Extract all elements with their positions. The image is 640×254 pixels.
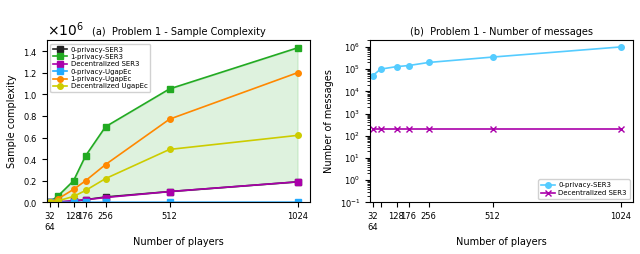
0-privacy-SER3 xyxy=(617,45,625,49)
1-privacy-SER3 xyxy=(166,87,173,90)
Decentralized SER3 xyxy=(45,201,53,204)
Line: 1-privacy-SER3: 1-privacy-SER3 xyxy=(47,45,300,205)
X-axis label: Number of players: Number of players xyxy=(133,237,224,247)
0-privacy-SER3 xyxy=(54,201,61,204)
Decentralized SER3 xyxy=(425,128,433,131)
Line: Decentralized SER3: Decentralized SER3 xyxy=(369,126,624,133)
0-privacy-SER3 xyxy=(489,56,497,59)
Decentralized UgapEc xyxy=(70,195,77,198)
1-privacy-UgapEc xyxy=(45,200,53,203)
0-privacy-SER3 xyxy=(425,61,433,64)
0-privacy-UgapEc xyxy=(54,201,61,204)
1-privacy-UgapEc xyxy=(294,71,301,74)
Decentralized SER3 xyxy=(102,196,109,199)
Decentralized SER3 xyxy=(617,128,625,131)
0-privacy-SER3 xyxy=(369,74,376,77)
Decentralized UgapEc xyxy=(166,148,173,151)
Decentralized SER3 xyxy=(393,128,401,131)
Decentralized SER3 xyxy=(70,199,77,202)
Line: 0-privacy-SER3: 0-privacy-SER3 xyxy=(370,44,623,79)
X-axis label: Number of players: Number of players xyxy=(456,237,547,247)
0-privacy-SER3 xyxy=(166,190,173,193)
Y-axis label: Sample complexity: Sample complexity xyxy=(7,75,17,168)
Decentralized UgapEc xyxy=(82,189,90,192)
Decentralized SER3 xyxy=(369,128,376,131)
Title: (b)  Problem 1 - Number of messages: (b) Problem 1 - Number of messages xyxy=(410,27,593,37)
0-privacy-UgapEc xyxy=(70,201,77,204)
0-privacy-SER3 xyxy=(404,64,412,67)
Decentralized UgapEc xyxy=(54,199,61,202)
Decentralized UgapEc xyxy=(294,134,301,137)
Decentralized SER3 xyxy=(166,190,173,193)
0-privacy-SER3 xyxy=(393,65,401,68)
0-privacy-SER3 xyxy=(294,180,301,183)
0-privacy-UgapEc xyxy=(166,201,173,204)
0-privacy-SER3 xyxy=(82,198,90,201)
Line: Decentralized UgapEc: Decentralized UgapEc xyxy=(47,133,300,205)
Decentralized SER3 xyxy=(294,180,301,183)
Decentralized UgapEc xyxy=(45,201,53,204)
0-privacy-SER3 xyxy=(45,201,53,204)
1-privacy-UgapEc xyxy=(70,188,77,191)
Line: 0-privacy-UgapEc: 0-privacy-UgapEc xyxy=(47,199,300,205)
0-privacy-UgapEc xyxy=(82,201,90,204)
1-privacy-SER3 xyxy=(45,200,53,203)
Decentralized SER3 xyxy=(404,128,412,131)
1-privacy-SER3 xyxy=(294,46,301,49)
Decentralized SER3 xyxy=(82,198,90,201)
0-privacy-SER3 xyxy=(377,68,385,71)
Title: (a)  Problem 1 - Sample Complexity: (a) Problem 1 - Sample Complexity xyxy=(92,27,266,37)
1-privacy-SER3 xyxy=(82,154,90,157)
1-privacy-UgapEc xyxy=(166,118,173,121)
1-privacy-SER3 xyxy=(54,195,61,198)
Decentralized SER3 xyxy=(489,128,497,131)
0-privacy-SER3 xyxy=(70,200,77,203)
Line: 0-privacy-SER3: 0-privacy-SER3 xyxy=(47,179,300,205)
1-privacy-UgapEc xyxy=(102,163,109,166)
1-privacy-UgapEc xyxy=(82,179,90,182)
0-privacy-UgapEc xyxy=(102,201,109,204)
Decentralized SER3 xyxy=(377,128,385,131)
1-privacy-UgapEc xyxy=(54,198,61,201)
Legend: 0-privacy-SER3, Decentralized SER3: 0-privacy-SER3, Decentralized SER3 xyxy=(538,179,630,199)
1-privacy-SER3 xyxy=(70,179,77,182)
0-privacy-SER3 xyxy=(102,195,109,198)
Legend: 0-privacy-SER3, 1-privacy-SER3, Decentralized SER3, 0-privacy-UgapEc, 1-privacy-: 0-privacy-SER3, 1-privacy-SER3, Decentra… xyxy=(51,44,150,92)
0-privacy-UgapEc xyxy=(45,201,53,204)
0-privacy-UgapEc xyxy=(294,201,301,204)
Decentralized SER3 xyxy=(54,200,61,203)
Y-axis label: Number of messages: Number of messages xyxy=(324,69,334,173)
Line: 1-privacy-UgapEc: 1-privacy-UgapEc xyxy=(47,70,300,205)
Line: Decentralized SER3: Decentralized SER3 xyxy=(47,179,300,205)
Decentralized UgapEc xyxy=(102,177,109,180)
1-privacy-SER3 xyxy=(102,125,109,128)
